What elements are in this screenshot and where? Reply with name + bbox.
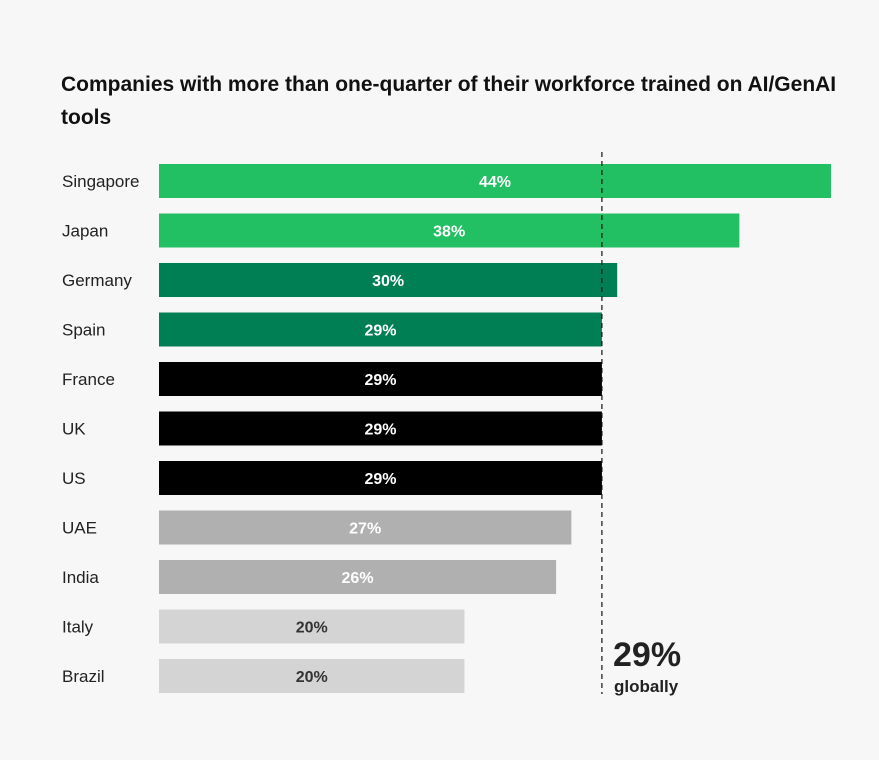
value-label: 29% (364, 422, 396, 439)
value-label: 30% (372, 273, 404, 290)
bar (159, 362, 602, 396)
category-label: UAE (62, 519, 97, 538)
bar (159, 510, 572, 545)
bar (159, 312, 602, 347)
value-label: 44% (479, 174, 511, 191)
category-label: UK (62, 420, 86, 439)
bar (159, 411, 602, 446)
category-label: Singapore (62, 172, 140, 191)
bar (159, 263, 618, 297)
bar (159, 560, 557, 594)
category-label: Brazil (62, 667, 105, 686)
value-label: 29% (364, 372, 396, 389)
category-label: Germany (62, 271, 132, 290)
value-label: 20% (296, 620, 328, 637)
bar (159, 461, 602, 495)
value-label: 27% (349, 521, 381, 538)
bar (159, 659, 465, 693)
bar (159, 609, 465, 644)
reference-value: 29% (613, 636, 681, 674)
value-label: 29% (364, 323, 396, 340)
category-label: Japan (62, 222, 108, 241)
chart-title: Companies with more than one-quarter of … (61, 73, 837, 129)
category-label: US (62, 469, 86, 488)
value-label: 26% (342, 570, 374, 587)
category-label: India (62, 568, 99, 587)
category-label: France (62, 370, 115, 389)
value-label: 29% (364, 471, 396, 488)
category-label: Spain (62, 321, 105, 340)
bar (159, 213, 740, 248)
value-label: 38% (433, 224, 465, 241)
value-label: 20% (296, 669, 328, 686)
category-label: Italy (62, 618, 94, 637)
reference-sublabel: globally (614, 677, 679, 696)
bar (159, 164, 831, 198)
